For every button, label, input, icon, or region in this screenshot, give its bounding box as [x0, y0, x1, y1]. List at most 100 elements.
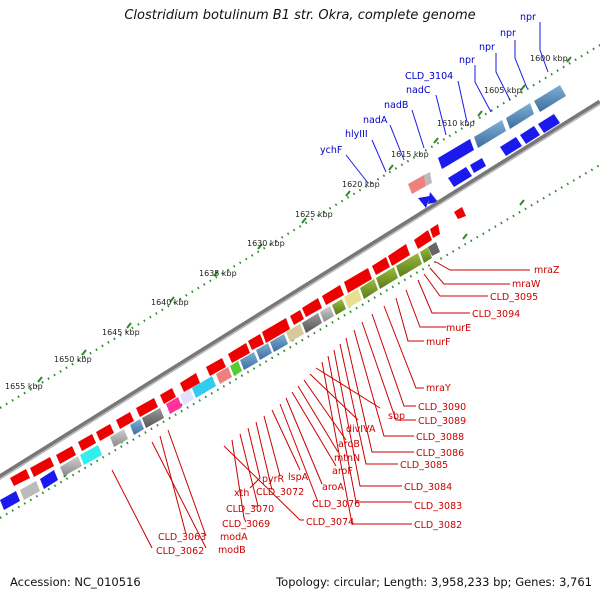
gene-block — [344, 289, 362, 308]
gene-arrow — [160, 388, 176, 404]
gene-label: modA — [220, 532, 248, 543]
gene-arrow — [290, 310, 304, 325]
bottom-gene-labels: mraZ mraW CLD_3095 CLD_3094 murE murF mr… — [156, 265, 560, 557]
gene-block — [142, 408, 164, 428]
gene-label: CLD_3069 — [222, 519, 270, 530]
gene-arrow — [10, 469, 30, 486]
kbp-label: 1650 kbp — [54, 355, 92, 364]
gene-arrow — [262, 318, 290, 343]
gene-label: divIVA — [346, 424, 376, 435]
gene-label: CLD_3072 — [256, 487, 304, 498]
gene-label: CLD_3063 — [158, 532, 206, 543]
gene-label: CLD_3090 — [418, 402, 466, 413]
top-leader-lines — [345, 22, 549, 184]
top-gene-labels: npr npr npr npr CLD_3104 nadC nadB nadA … — [320, 12, 536, 156]
gene-arrow — [438, 139, 474, 169]
kbp-label: 1645 kbp — [102, 328, 140, 337]
gene-block — [216, 367, 232, 384]
gene-label: pyrR — [262, 474, 285, 485]
kbp-labels: 1600 kbp 1605 kbp 1610 kbp 1615 kbp 1620… — [5, 54, 568, 391]
gene-block — [80, 445, 102, 465]
gene-arrow — [372, 257, 390, 275]
gene-label: CLD_3095 — [490, 292, 538, 303]
gene-label: nadA — [363, 115, 388, 126]
gene-arrow — [78, 434, 96, 451]
map-title: Clostridium botulinum B1 str. Okra, comp… — [124, 8, 476, 23]
gene-block — [110, 429, 128, 447]
gene-arrow — [322, 285, 344, 305]
gene-arrow — [116, 412, 134, 429]
gene-arrow — [520, 126, 540, 144]
topology-text: Topology: circular; Length: 3,958,233 bp… — [276, 575, 592, 589]
kbp-label: 1605 kbp — [484, 86, 522, 95]
gene-block — [332, 299, 346, 315]
gene-arrow — [470, 158, 486, 173]
gene-label: ychF — [320, 145, 342, 156]
gene-block — [230, 361, 242, 376]
gene-block — [420, 247, 432, 263]
lower-gene-track — [0, 242, 440, 510]
gene-label: murF — [426, 337, 451, 348]
gene-block — [428, 242, 440, 256]
gene-label: CLD_3089 — [418, 416, 466, 427]
gene-arrow — [534, 85, 566, 112]
gene-label: mtnN — [334, 453, 360, 464]
gene-label: modB — [218, 545, 246, 556]
gene-block — [240, 352, 258, 370]
gene-label: npr — [520, 12, 536, 23]
kbp-label: 1655 kbp — [5, 382, 43, 391]
gene-arrow — [248, 334, 264, 350]
gene-block — [20, 481, 40, 500]
gene-block — [0, 491, 20, 510]
gene-label: CLD_3083 — [414, 501, 462, 512]
gene-block — [396, 253, 422, 277]
gene-label: murE — [446, 323, 471, 334]
gene-label: CLD_3104 — [405, 71, 453, 82]
gene-block — [360, 279, 378, 299]
kbp-label: 1640 kbp — [151, 298, 189, 307]
gene-arrow — [454, 207, 466, 219]
kbp-label: 1630 kbp — [247, 239, 285, 248]
bottom-leader-lines — [111, 261, 530, 549]
gene-label: nadC — [406, 85, 431, 96]
outer-ruler — [0, 44, 600, 409]
gene-arrow — [538, 114, 560, 133]
gene-block — [192, 376, 216, 398]
gene-label: CLD_3070 — [226, 504, 274, 515]
gene-label: hlyIII — [345, 129, 368, 140]
gene-label: CLD_3085 — [400, 460, 448, 471]
gene-arrow — [418, 196, 430, 208]
gene-label: CLD_3094 — [472, 309, 520, 320]
gene-block — [40, 470, 58, 489]
upper-gene-track — [408, 85, 566, 219]
gene-label: CLD_3076 — [312, 499, 360, 510]
gene-block — [130, 419, 144, 435]
gene-block — [320, 306, 334, 322]
gene-arrow — [424, 172, 432, 186]
gene-label: lspA — [288, 472, 309, 483]
gene-label: CLD_3074 — [306, 517, 354, 528]
gene-arrow — [430, 224, 440, 238]
gene-arrow — [206, 358, 226, 376]
kbp-label: 1610 kbp — [437, 119, 475, 128]
gene-block — [376, 267, 398, 289]
gene-block — [270, 334, 288, 352]
gene-arrow — [408, 175, 426, 194]
gene-label: CLD_3082 — [414, 520, 462, 531]
gene-arrow — [428, 192, 438, 204]
kbp-label: 1600 kbp — [530, 54, 568, 63]
gene-block — [302, 313, 322, 333]
red-gene-track — [10, 224, 440, 486]
kbp-label: 1625 kbp — [295, 210, 333, 219]
gene-block — [256, 343, 272, 360]
gene-block — [60, 456, 82, 476]
gene-label: CLD_3088 — [416, 432, 464, 443]
gene-label: mraZ — [534, 265, 560, 276]
genome-backbone — [0, 99, 600, 480]
gene-label: aroF — [332, 466, 353, 477]
gene-label: sbp — [388, 411, 405, 422]
gene-label: CLD_3086 — [416, 448, 464, 459]
gene-label: aroB — [338, 439, 360, 450]
kbp-label: 1615 kbp — [391, 150, 429, 159]
